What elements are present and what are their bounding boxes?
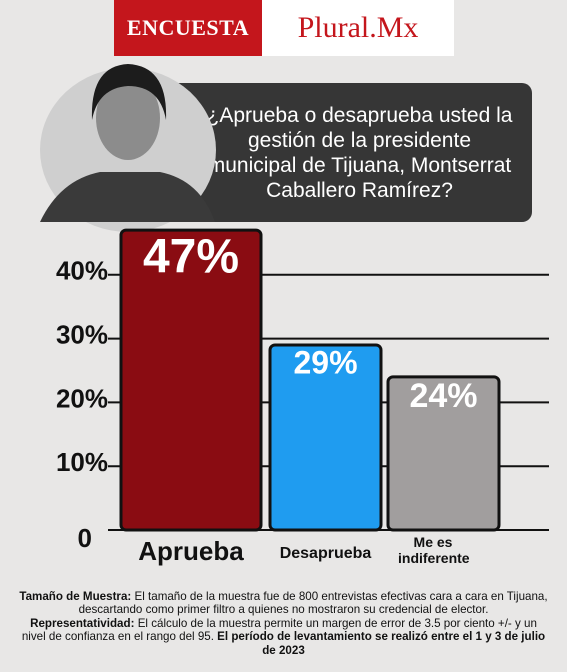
note-emphasis: El período de levantamiento se realizó e… <box>217 630 546 657</box>
note-label: Representatividad: <box>30 616 135 630</box>
value-label: 29% <box>293 344 357 380</box>
bar <box>386 375 501 532</box>
brand-right: Plural.Mx <box>262 0 454 56</box>
notes: Tamaño de Muestra: El tamaño de la muest… <box>18 590 549 657</box>
x-tick-label: Desaprueba <box>279 545 372 562</box>
chart-title: ¿Aprueba o desaprueba usted la gestión d… <box>165 83 532 222</box>
note-text: El cálculo de la muestra permite un marg… <box>21 616 537 644</box>
note-label: Tamaño de Muestra: <box>19 590 132 603</box>
bar <box>119 228 263 532</box>
x-tick-label: Aprueba <box>138 536 244 566</box>
x-tick-label: Me es indiferente <box>398 534 470 566</box>
y-tick-label: 20% <box>56 383 108 413</box>
note-text: El tamaño de la muestra fue de 800 entre… <box>78 590 548 617</box>
y-tick-label: 10% <box>56 447 108 477</box>
portrait <box>40 64 216 232</box>
value-label: 47% <box>143 231 239 284</box>
y-tick-label: 30% <box>56 319 108 349</box>
bar <box>268 343 383 532</box>
portrait-body <box>40 172 215 222</box>
brand: ENCUESTA Plural.Mx <box>114 0 454 56</box>
brand-left: ENCUESTA <box>114 0 262 56</box>
y-tick-label: 0 <box>78 523 92 553</box>
y-tick-label: 40% <box>56 256 108 286</box>
portrait-face <box>96 76 160 160</box>
value-label: 24% <box>409 377 477 415</box>
portrait-hair <box>91 64 167 120</box>
